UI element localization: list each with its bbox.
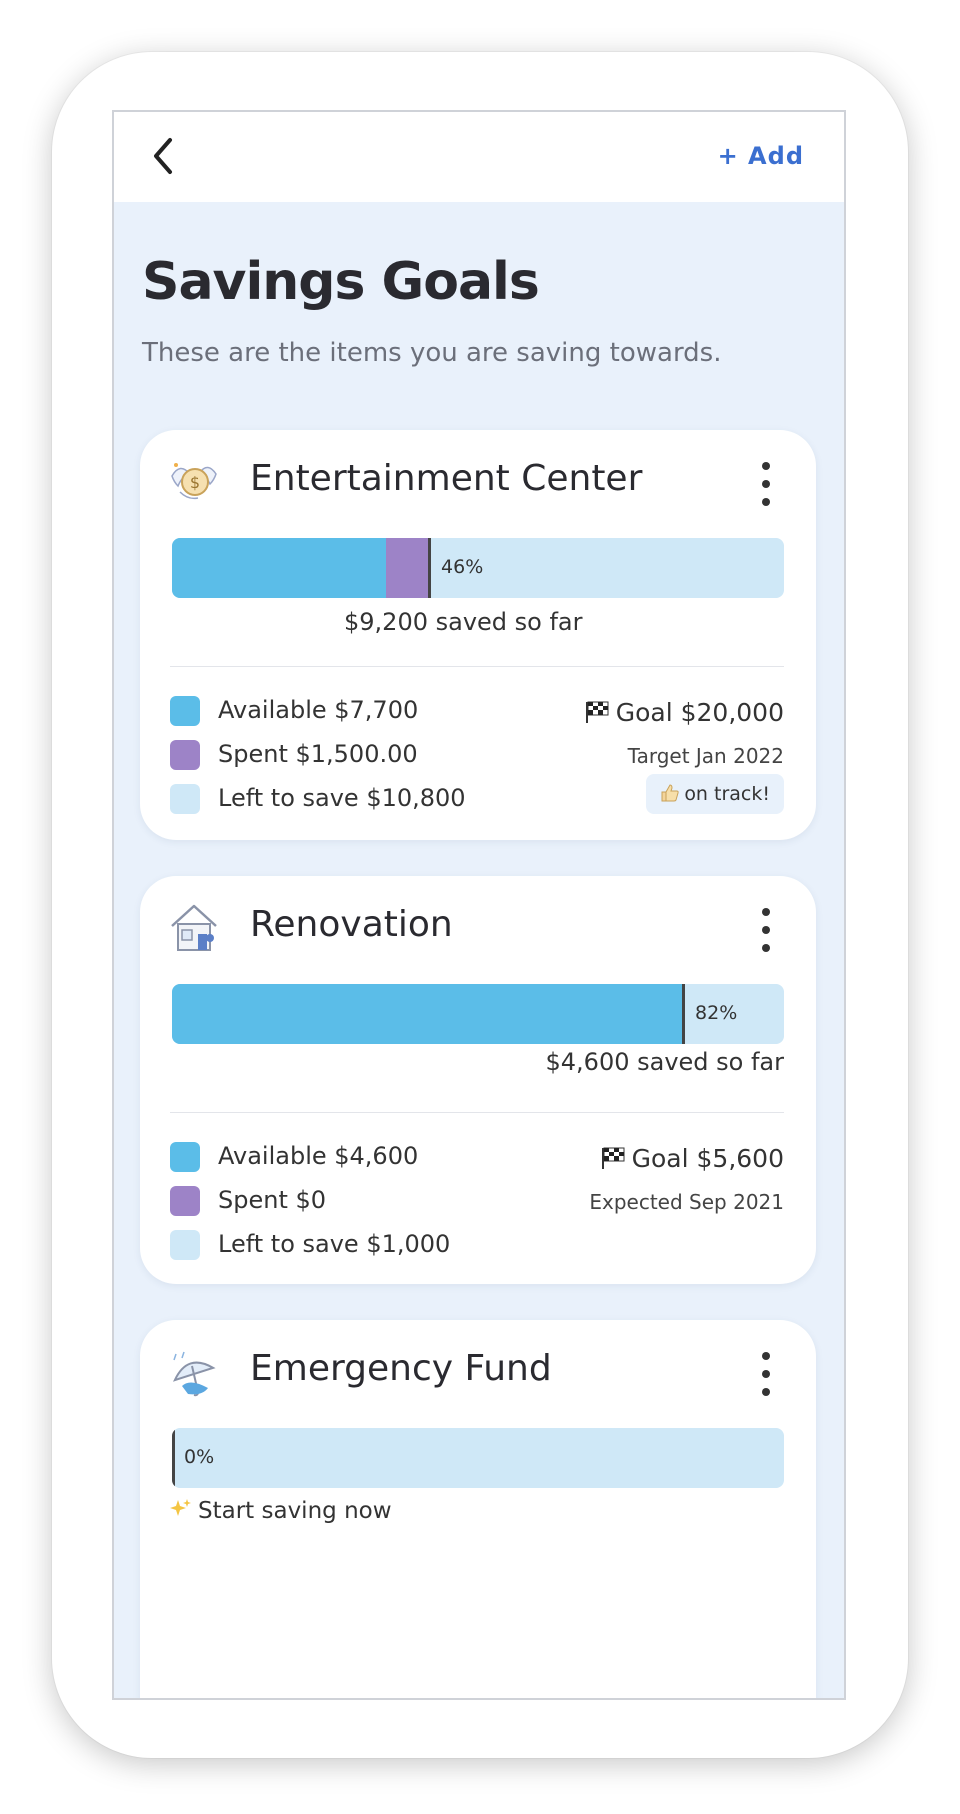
add-goal-button[interactable]: + Add bbox=[717, 142, 804, 170]
spent-amount: Spent $1,500.00 bbox=[218, 740, 418, 768]
thumbs-up-icon bbox=[660, 777, 680, 817]
progress-marker bbox=[172, 1428, 175, 1488]
goal-card-renovation[interactable]: Renovation 82% $4,600 saved so far Avail… bbox=[140, 876, 816, 1284]
left-swatch bbox=[170, 784, 200, 814]
progress-bar: 82% bbox=[172, 984, 784, 1044]
back-chevron-icon[interactable] bbox=[144, 134, 184, 178]
progress-spent-segment bbox=[386, 538, 430, 598]
spent-swatch bbox=[170, 1186, 200, 1216]
svg-text:$: $ bbox=[190, 473, 200, 492]
goal-card-entertainment-center[interactable]: $ Entertainment Center 46% $9,200 saved … bbox=[140, 430, 816, 840]
available-swatch bbox=[170, 1142, 200, 1172]
house-icon bbox=[168, 902, 220, 954]
sparkles-icon bbox=[170, 1498, 192, 1526]
goal-card-emergency-fund[interactable]: Emergency Fund 0% Start saving now bbox=[140, 1320, 816, 1698]
spent-amount: Spent $0 bbox=[218, 1186, 327, 1214]
checkered-flag-icon bbox=[600, 1146, 626, 1176]
more-options-icon[interactable] bbox=[754, 1350, 778, 1398]
page-subtitle: These are the items you are saving towar… bbox=[142, 338, 722, 368]
progress-bar: 46% bbox=[172, 538, 784, 598]
more-options-icon[interactable] bbox=[754, 460, 778, 508]
goal-amount: Goal $20,000 bbox=[584, 698, 784, 730]
divider bbox=[170, 1112, 784, 1113]
start-saving-label: Start saving now bbox=[198, 1498, 392, 1524]
goal-amount: Goal $5,600 bbox=[600, 1144, 784, 1176]
umbrella-icon bbox=[168, 1348, 220, 1400]
progress-percent: 46% bbox=[441, 556, 484, 578]
status-label: on track! bbox=[684, 783, 770, 805]
progress-bar: 0% bbox=[172, 1428, 784, 1488]
goal-title: Entertainment Center bbox=[250, 458, 643, 499]
progress-percent: 82% bbox=[695, 1002, 738, 1024]
progress-marker bbox=[427, 538, 431, 598]
app-screen: + Add Savings Goals These are the items … bbox=[112, 110, 846, 1700]
target-date: Target Jan 2022 bbox=[627, 744, 784, 768]
progress-available-segment bbox=[172, 984, 684, 1044]
progress-available-segment bbox=[172, 538, 387, 598]
spent-swatch bbox=[170, 740, 200, 770]
goal-amount-label: Goal $5,600 bbox=[631, 1144, 784, 1173]
saved-so-far: $4,600 saved so far bbox=[545, 1048, 785, 1076]
available-amount: Available $7,700 bbox=[218, 696, 419, 724]
status-badge: on track! bbox=[646, 774, 784, 814]
divider bbox=[170, 666, 784, 667]
progress-marker bbox=[681, 984, 685, 1044]
page-title: Savings Goals bbox=[142, 252, 540, 312]
money-wings-icon: $ bbox=[168, 456, 220, 508]
left-amount: Left to save $1,000 bbox=[218, 1230, 451, 1258]
available-swatch bbox=[170, 696, 200, 726]
checkered-flag-icon bbox=[584, 700, 610, 730]
more-options-icon[interactable] bbox=[754, 906, 778, 954]
left-swatch bbox=[170, 1230, 200, 1260]
saved-so-far: $9,200 saved so far bbox=[344, 608, 583, 636]
available-amount: Available $4,600 bbox=[218, 1142, 419, 1170]
start-saving-prompt[interactable]: Start saving now bbox=[170, 1498, 392, 1526]
progress-percent: 0% bbox=[184, 1446, 215, 1468]
goal-title: Emergency Fund bbox=[250, 1348, 552, 1389]
top-bar: + Add bbox=[114, 112, 844, 202]
goal-amount-label: Goal $20,000 bbox=[615, 698, 784, 727]
left-amount: Left to save $10,800 bbox=[218, 784, 466, 812]
expected-date: Expected Sep 2021 bbox=[589, 1190, 784, 1214]
goal-title: Renovation bbox=[250, 904, 453, 945]
